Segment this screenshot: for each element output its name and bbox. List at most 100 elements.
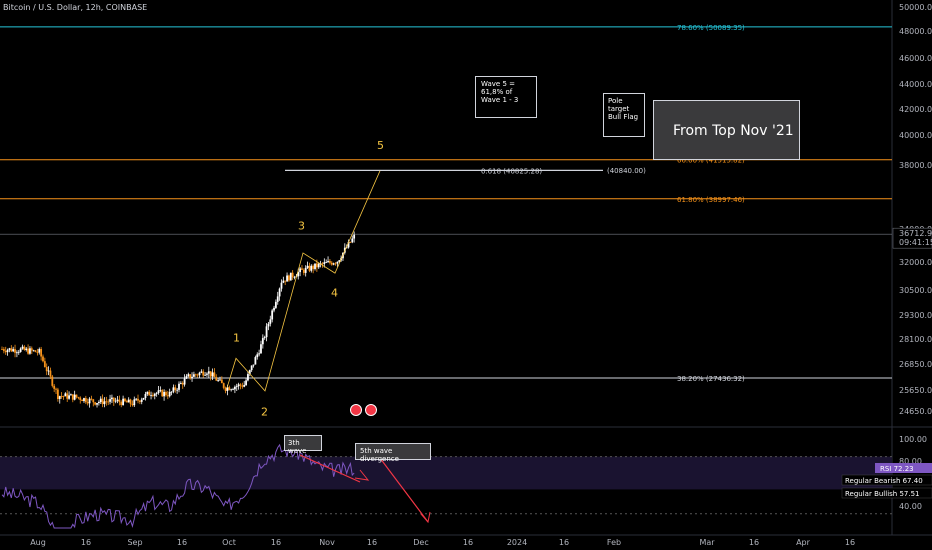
wave5-note[interactable]: Wave 5 = 61,8% of Wave 1 - 3 [475, 76, 537, 118]
candle-body [12, 349, 15, 352]
candle-body [306, 265, 309, 268]
rsi-5th-divergence-note[interactable]: 5th wave divergence [355, 443, 431, 463]
candle-body [88, 398, 91, 404]
candle-body [248, 370, 251, 375]
current-price-badge [892, 227, 932, 249]
candle-body [323, 262, 326, 265]
regular-bullish-badge [841, 487, 932, 499]
candle-body [299, 268, 302, 273]
divergence-arrow [379, 457, 429, 523]
candle-body [194, 374, 197, 376]
rsi-tick-label: 100.00 [899, 435, 927, 444]
candle-body [185, 376, 188, 379]
candle-body [109, 399, 111, 402]
candle-body [17, 351, 20, 353]
wave-label: 4 [331, 286, 338, 299]
candle-body [168, 391, 171, 397]
candle-body [161, 390, 164, 397]
candle-body [273, 307, 275, 311]
candle-body [338, 260, 341, 262]
current-price-label: 36712.96 [899, 229, 932, 238]
candles [1, 231, 356, 408]
candle-body [125, 401, 128, 403]
candle-body [332, 263, 335, 265]
us-flag-event-icon[interactable] [350, 404, 362, 416]
candle-body [1, 349, 3, 350]
candle-body [30, 348, 33, 351]
candle-body [187, 374, 190, 377]
arrow-head-icon [354, 469, 370, 481]
wave-label: 2 [261, 406, 268, 419]
candle-body [282, 280, 285, 283]
rsi-3th-wave-note[interactable]: 3th wave [284, 435, 322, 455]
countdown-label: 09:41:15 [899, 238, 932, 247]
candle-body [94, 402, 97, 405]
price-tick-label: 48000.00 [899, 27, 932, 36]
arrow-head-icon [420, 511, 431, 524]
time-tick-label: Feb [607, 538, 621, 547]
time-tick-label: 16 [749, 538, 759, 547]
candle-body [155, 392, 158, 394]
candle-body [16, 352, 18, 354]
pole-target-note[interactable]: Pole target Bull Flag [603, 93, 645, 137]
candle-body [58, 396, 61, 399]
fib-label: 78.60% (50089.35) [677, 24, 745, 32]
candle-body [43, 361, 46, 368]
divergence-arrow [299, 454, 361, 483]
candle-body [329, 261, 331, 263]
us-flag-event-icon[interactable] [365, 404, 377, 416]
candle-body [73, 394, 76, 400]
candle-body [347, 241, 350, 248]
candle-body [45, 367, 48, 372]
candle-body [269, 319, 272, 324]
candle-body [36, 352, 39, 353]
time-tick-label: 16 [271, 538, 281, 547]
candle-body [14, 349, 16, 353]
candle-body [174, 387, 177, 391]
candle-body [142, 397, 145, 400]
candle-body [64, 393, 67, 397]
candle-body [291, 272, 294, 278]
candle-body [327, 261, 329, 263]
candle-body [6, 349, 9, 353]
fib-label: 61.80% (38997.46) [677, 196, 745, 204]
candle-body [55, 388, 57, 390]
candle-body [21, 346, 24, 349]
candle-body [304, 267, 307, 273]
candle-body [150, 395, 152, 396]
candle-body [284, 280, 287, 282]
candle-body [25, 348, 28, 350]
from-top-box[interactable]: From Top Nov '21 [653, 100, 800, 160]
wave-label: 3 [298, 220, 305, 233]
candle-body [252, 364, 255, 366]
candle-body [86, 402, 89, 404]
candle-body [196, 374, 199, 376]
time-tick-label: Apr [796, 538, 811, 547]
time-tick-label: 16 [81, 538, 91, 547]
candle-body [183, 378, 186, 385]
regular-bearish-label: Regular Bearish 67.40 [845, 477, 923, 485]
candle-body [27, 348, 29, 354]
candle-body [144, 394, 147, 398]
candle-body [153, 393, 156, 396]
candle-body [202, 371, 205, 376]
candle-body [230, 389, 233, 391]
candle-body [71, 394, 74, 400]
price-tick-label: 29300.00 [899, 311, 932, 320]
candle-body [239, 384, 242, 386]
time-tick-label: 2024 [507, 538, 527, 547]
candle-body [260, 344, 262, 354]
rsi-badge [875, 463, 932, 473]
candle-body [70, 394, 72, 396]
candle-body [152, 395, 154, 396]
time-tick-label: 16 [367, 538, 377, 547]
candle-body [293, 277, 296, 278]
candle-body [288, 275, 290, 281]
candle-body [312, 265, 315, 269]
time-tick-label: Dec [413, 538, 428, 547]
candle-body [181, 383, 184, 385]
candle-body [308, 265, 311, 271]
price-tick-label: 24650.00 [899, 407, 932, 416]
